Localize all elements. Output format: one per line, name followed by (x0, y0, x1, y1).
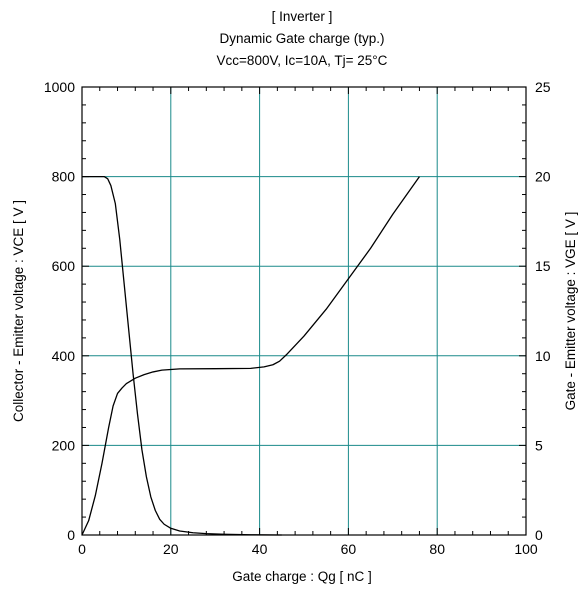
y-right-tick-label: 15 (535, 258, 551, 274)
x-tick-label: 60 (341, 541, 357, 557)
plot-frame (81, 86, 527, 536)
title-line-1: [ Inverter ] (272, 9, 333, 24)
x-tick-label: 20 (163, 541, 179, 557)
y-right-tick-label: 5 (535, 437, 543, 453)
x-tick-label: 0 (78, 541, 86, 557)
y-left-tick-label: 1000 (44, 79, 75, 95)
title-line-2: Dynamic Gate charge (typ.) (219, 31, 384, 46)
y-right-tick-label: 20 (535, 169, 551, 185)
grid (82, 87, 526, 535)
y-left-tick-label: 200 (52, 437, 76, 453)
chart-title: [ Inverter ] Dynamic Gate charge (typ.) … (217, 9, 388, 68)
y-left-axis-label: Collector - Emitter voltage : VCE [ V ] (11, 200, 26, 422)
x-tick-label: 40 (252, 541, 268, 557)
y-left-tick-label: 600 (52, 258, 76, 274)
vge-curve (81, 176, 420, 536)
y-right-tick-label: 10 (535, 348, 551, 364)
y-left-axis-ticks: 0 200 400 600 800 1000 (44, 79, 75, 543)
y-left-tick-label: 0 (67, 527, 75, 543)
y-right-axis-ticks: 0 5 10 15 20 25 (535, 79, 551, 543)
x-tick-label: 100 (514, 541, 538, 557)
plot-border (81, 86, 527, 536)
x-axis-ticks: 0 20 40 60 80 100 (78, 541, 538, 557)
y-right-tick-label: 0 (535, 527, 543, 543)
series-layer (81, 175, 420, 536)
vce-curve (82, 175, 282, 536)
y-right-axis-label: Gate - Emitter voltage : VGE [ V ] (563, 212, 578, 411)
y-left-tick-label: 800 (52, 169, 76, 185)
y-left-tick-label: 400 (52, 348, 76, 364)
x-axis-label: Gate charge : Qg [ nC ] (232, 569, 372, 584)
title-line-3: Vcc=800V, Ic=10A, Tj= 25°C (217, 53, 388, 68)
x-tick-label: 80 (429, 541, 445, 557)
y-right-tick-label: 25 (535, 79, 551, 95)
